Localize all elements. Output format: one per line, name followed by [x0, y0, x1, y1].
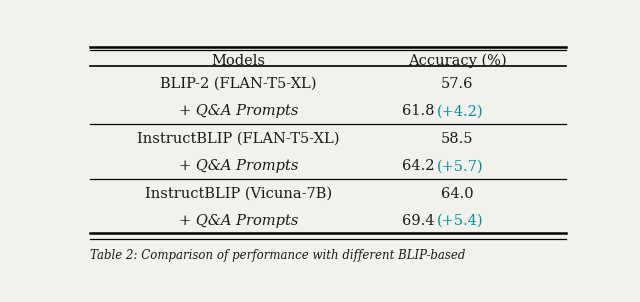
Text: 61.8: 61.8 [402, 104, 435, 118]
Text: Accuracy (%): Accuracy (%) [408, 53, 506, 68]
Text: 58.5: 58.5 [441, 132, 473, 146]
Text: (+5.7): (+5.7) [437, 159, 484, 173]
Text: + Q&A Prompts: + Q&A Prompts [179, 159, 298, 173]
Text: BLIP-2 (FLAN-T5-XL): BLIP-2 (FLAN-T5-XL) [161, 77, 317, 91]
Text: 57.6: 57.6 [441, 77, 473, 91]
Text: (+5.4): (+5.4) [437, 214, 484, 228]
Text: 64.0: 64.0 [441, 187, 473, 201]
Text: 69.4: 69.4 [402, 214, 435, 228]
Text: + Q&A Prompts: + Q&A Prompts [179, 104, 298, 118]
Text: + Q&A Prompts: + Q&A Prompts [179, 214, 298, 228]
Text: Table 2: Comparison of performance with different BLIP-based: Table 2: Comparison of performance with … [90, 249, 465, 262]
Text: 64.2: 64.2 [402, 159, 435, 173]
Text: InstructBLIP (FLAN-T5-XL): InstructBLIP (FLAN-T5-XL) [138, 132, 340, 146]
Text: (+4.2): (+4.2) [437, 104, 484, 118]
Text: InstructBLIP (Vicuna-7B): InstructBLIP (Vicuna-7B) [145, 187, 332, 201]
Text: Models: Models [212, 54, 266, 68]
